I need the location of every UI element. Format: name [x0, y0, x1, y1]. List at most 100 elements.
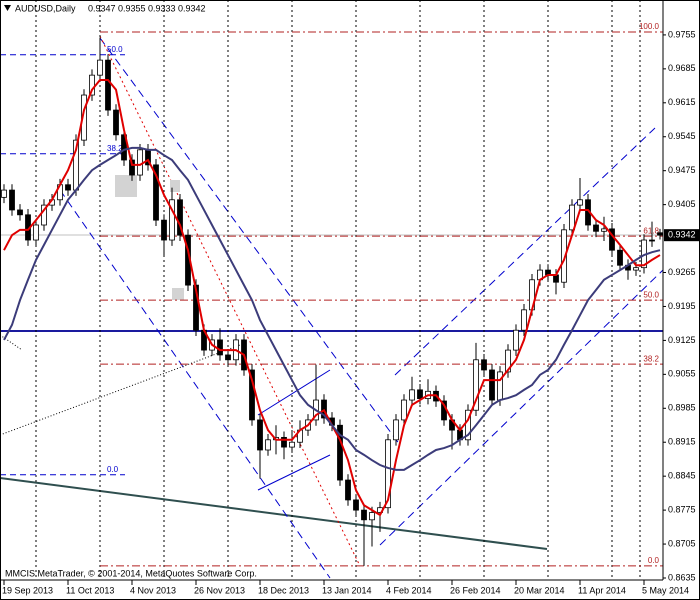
- candle-body: [409, 389, 415, 401]
- y-tick-label: 0.8915: [668, 437, 696, 447]
- symbol-icon: [4, 5, 11, 11]
- candle-body: [249, 369, 255, 421]
- fibo-label: 50.0: [107, 45, 123, 54]
- candle-body: [113, 109, 119, 136]
- price-box: [664, 229, 699, 242]
- candle-body: [105, 59, 111, 111]
- y-tick-label: 0.9545: [668, 131, 696, 141]
- candle-body: [257, 419, 263, 451]
- fibo-label: 50.0: [643, 290, 659, 299]
- candle-body: [593, 224, 599, 232]
- candle-body: [561, 229, 567, 283]
- candle-body: [505, 349, 511, 373]
- candle-body: [417, 389, 423, 399]
- candle-body: [385, 439, 391, 509]
- candle-body: [553, 274, 559, 283]
- candle-body: [497, 371, 503, 401]
- candle-body: [97, 59, 103, 76]
- fibo-label: 0.0: [648, 556, 660, 565]
- candle-body: [649, 239, 655, 242]
- candle-body: [289, 441, 295, 448]
- candle-body: [321, 399, 327, 419]
- candle-body: [281, 436, 287, 448]
- header-close: 0.9342: [178, 3, 206, 13]
- y-tick-label: 0.8635: [668, 572, 696, 582]
- candle-body: [577, 199, 583, 206]
- x-tick-label: 11 Oct 2013: [66, 585, 114, 595]
- x-tick-label: 4 Feb 2014: [386, 585, 432, 595]
- x-tick-label: 26 Feb 2014: [450, 585, 501, 595]
- candle-body: [137, 149, 143, 176]
- candle-body: [393, 419, 399, 441]
- x-tick-label: 20 Mar 2014: [514, 585, 565, 595]
- header-high: 0.9355: [118, 3, 146, 13]
- x-tick-label: 26 Nov 2013: [194, 585, 245, 595]
- y-tick-label: 0.9685: [668, 63, 696, 73]
- y-tick-label: 0.8775: [668, 504, 696, 514]
- x-tick-label: 13 Jan 2014: [322, 585, 372, 595]
- y-tick-label: 0.9195: [668, 301, 696, 311]
- channel-line: [257, 454, 331, 491]
- candle-body: [401, 399, 407, 421]
- candle-body: [89, 74, 95, 96]
- x-tick-label: 5 May 2014: [642, 585, 689, 595]
- channel-line: [59, 189, 331, 579]
- channel-line: [379, 269, 664, 546]
- y-tick-label: 0.8985: [668, 403, 696, 413]
- x-tick-label: 18 Dec 2013: [258, 585, 309, 595]
- candle-body: [217, 339, 223, 356]
- candle-body: [177, 199, 183, 236]
- header-low: 0.9333: [148, 3, 176, 13]
- y-tick-label: 0.8845: [668, 471, 696, 481]
- candle-body: [633, 267, 639, 271]
- candle-body: [521, 309, 527, 331]
- x-tick-label: 11 Apr 2014: [578, 585, 626, 595]
- candle-body: [9, 189, 15, 211]
- trend-line: [0, 477, 548, 550]
- y-tick-label: 0.9055: [668, 369, 696, 379]
- channel-line: [257, 369, 331, 416]
- candle-body: [129, 159, 135, 176]
- y-tick-label: 0.9125: [668, 335, 696, 345]
- fibo-label: 38.2: [643, 354, 659, 363]
- candle-body: [169, 199, 175, 241]
- candle-body: [337, 424, 343, 481]
- candle-body: [225, 354, 231, 361]
- y-tick-label: 0.8705: [668, 538, 696, 548]
- candle-body: [657, 232, 663, 236]
- candle-body: [353, 499, 359, 511]
- candle-body: [465, 409, 471, 441]
- price-label: 0.9342: [668, 230, 696, 240]
- y-tick-label: 0.9755: [668, 29, 696, 39]
- fibo-trend: [99, 35, 361, 567]
- candle-body: [513, 329, 519, 351]
- candle-body: [473, 359, 479, 411]
- candle-body: [121, 134, 127, 161]
- marker-box: [172, 288, 184, 300]
- symbol: AUDUSD,Daily: [15, 3, 76, 13]
- y-tick-label: 0.9615: [668, 97, 696, 107]
- candle-body: [1, 189, 7, 198]
- plot: 50.0 38.2 0.0 100.0 61.8 50.0 38.2 0.0: [0, 22, 663, 567]
- candle-body: [161, 219, 167, 241]
- y-tick-label: 0.9405: [668, 199, 696, 209]
- candle-body: [569, 204, 575, 231]
- dotted-line: [0, 344, 241, 436]
- channel-line: [394, 127, 656, 376]
- candle-body: [17, 209, 23, 216]
- fibo-label: 61.8: [643, 226, 659, 235]
- candle-body: [33, 224, 39, 241]
- marker-box: [115, 175, 137, 197]
- y-tick-label: 0.9475: [668, 165, 696, 175]
- candle-body: [265, 439, 271, 451]
- candle-body: [481, 359, 487, 371]
- candle-body: [489, 369, 495, 401]
- candle-body: [369, 512, 375, 521]
- marker-box: [170, 180, 180, 192]
- candle-body: [153, 164, 159, 221]
- candle-body: [601, 228, 607, 232]
- y-tick-label: 0.9265: [668, 267, 696, 277]
- fibo-label: 38.2: [107, 144, 123, 153]
- x-tick-label: 19 Sep 2013: [2, 585, 53, 595]
